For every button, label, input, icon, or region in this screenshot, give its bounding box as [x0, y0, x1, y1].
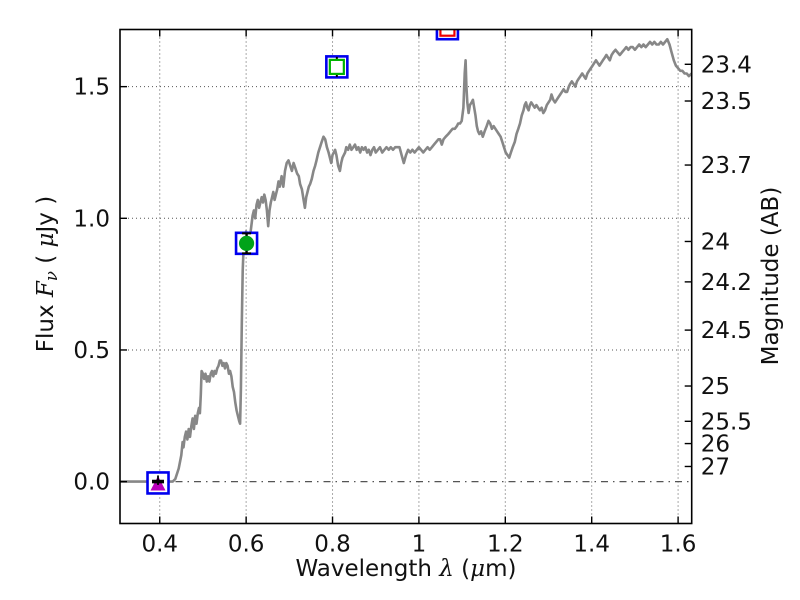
- y-tick-label-right-24.2: 24.2: [701, 270, 752, 296]
- x-axis-label-text: Wavelength: [295, 556, 440, 582]
- lambda-symbol: λ: [439, 556, 454, 582]
- x-tick-label-0.8: 0.8: [314, 532, 351, 558]
- y-tick-label-right-27: 27: [701, 454, 730, 480]
- y-tick-label-left-1.0: 1.0: [73, 206, 110, 232]
- y-tick-label-right-24.5: 24.5: [701, 318, 752, 344]
- mu-symbol: μ: [470, 556, 486, 582]
- y-axis-label-left: Flux Fν ( μJy ): [33, 196, 61, 352]
- errorbar-cap: [152, 479, 165, 484]
- spectrum-line: [120, 37, 692, 486]
- y-tick-label-right-23.7: 23.7: [701, 153, 752, 179]
- x-tick-label-0.4: 0.4: [141, 532, 178, 558]
- y-tick-label-right-23.4: 23.4: [701, 52, 752, 78]
- F-symbol: F: [32, 281, 59, 298]
- photometry-point-model-phot: [325, 55, 349, 79]
- nu-symbol: ν: [42, 271, 62, 282]
- x-axis-label: Wavelength λ (μm): [296, 556, 517, 582]
- mu-symbol-2: μ: [32, 232, 59, 248]
- flux-label-text: Flux: [32, 297, 59, 353]
- flux-label-unit: Jy ): [32, 195, 59, 233]
- y-tick-label-right-24: 24: [701, 229, 730, 255]
- x-axis-label-unit: m): [485, 556, 517, 582]
- inner-square-icon: [439, 29, 456, 37]
- x-tick-label-1.2: 1.2: [487, 532, 524, 558]
- y-axis-label-right: Magnitude (AB): [758, 186, 784, 366]
- x-tick-label-1.6: 1.6: [660, 532, 697, 558]
- x-tick-label-0.6: 0.6: [228, 532, 265, 558]
- photometry-point-detection: [234, 231, 259, 256]
- y-tick-label-left-0.0: 0.0: [73, 470, 110, 496]
- x-axis-label-paren: (: [453, 556, 471, 582]
- x-tick-label-1.4: 1.4: [573, 532, 610, 558]
- inner-square-icon: [328, 58, 345, 75]
- axes-spines: [119, 28, 693, 525]
- clipped-plot-content: [120, 29, 692, 495]
- y-tick-label-left-0.5: 0.5: [73, 338, 110, 364]
- y-tick-label-right-25: 25: [701, 374, 730, 400]
- y-tick-label-left-1.5: 1.5: [73, 75, 110, 101]
- photometry-point-upper-limit: [146, 471, 170, 495]
- flux-label-paren: (: [32, 247, 59, 272]
- photometry-point-model-phot-clipped: [435, 29, 460, 41]
- x-tick-label-1: 1: [412, 532, 427, 558]
- y-tick-label-right-23.5: 23.5: [701, 89, 752, 115]
- detection-circle-icon: [238, 235, 255, 251]
- y-tick-label-right-26: 26: [701, 432, 730, 458]
- y-tick-label-right-25.5: 25.5: [701, 409, 752, 435]
